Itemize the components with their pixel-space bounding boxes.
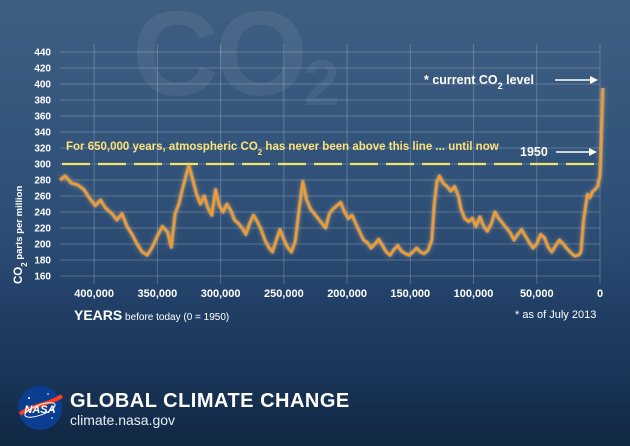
y-tick-label: 280 — [34, 176, 51, 187]
y-tick-label: 420 — [34, 64, 51, 75]
y-tick-label: 220 — [34, 224, 51, 235]
x-tick-label: 350,000 — [137, 288, 177, 300]
current-level-label-part: * current CO — [424, 73, 498, 87]
y-tick-label: 440 — [34, 48, 51, 59]
watermark-sub: 2 — [304, 47, 340, 119]
nasa-meatball-icon: NASA — [18, 386, 64, 430]
x-tick-label: 250,000 — [264, 288, 304, 300]
data-date-note: * as of July 2013 — [515, 309, 596, 321]
threshold-text-part: 2 — [258, 148, 263, 157]
year-1950-arrowhead — [589, 148, 597, 156]
y-axis-title-part: CO — [13, 267, 25, 284]
x-axis-title: YEARS before today (0 = 1950) — [74, 307, 229, 323]
x-axis-title-main: YEARS — [74, 307, 122, 323]
current-level-label: * current CO2 level — [424, 73, 534, 91]
current-level-label-part: level — [503, 73, 534, 87]
y-tick-label: 160 — [34, 272, 51, 283]
threshold-text-part: For 650,000 years, atmospheric CO — [66, 141, 258, 153]
y-tick-label: 400 — [34, 80, 51, 91]
threshold-text: For 650,000 years, atmospheric CO2 has n… — [66, 141, 499, 157]
y-axis-title: CO2 parts per million — [13, 186, 29, 284]
x-axis-title-sub: before today (0 = 1950) — [122, 312, 229, 323]
y-axis-title-part: parts per million — [14, 186, 25, 263]
x-tick-label: 50,000 — [520, 288, 554, 300]
y-axis-title-part: 2 — [20, 262, 29, 267]
y-tick-label: 240 — [34, 208, 51, 219]
x-tick-label: 400,000 — [74, 288, 114, 300]
x-tick-label: 0 — [597, 288, 603, 300]
org-url[interactable]: climate.nasa.gov — [70, 412, 176, 428]
y-tick-label: 340 — [34, 128, 51, 139]
current-level-arrowhead — [590, 76, 598, 84]
y-tick-label: 180 — [34, 256, 51, 267]
y-tick-label: 360 — [34, 112, 51, 123]
y-tick-label: 380 — [34, 96, 51, 107]
y-tick-label: 320 — [34, 144, 51, 155]
x-tick-label: 100,000 — [454, 288, 494, 300]
org-title: GLOBAL CLIMATE CHANGE — [70, 390, 350, 412]
current-level-label-part: 2 — [498, 81, 503, 91]
threshold-text-part: has never been above this line ... until… — [262, 141, 498, 153]
footer-band — [0, 366, 630, 446]
nasa-logo-text: NASA — [24, 404, 55, 416]
y-tick-label: 300 — [34, 160, 51, 171]
y-tick-label: 200 — [34, 240, 51, 251]
watermark-main: CO — [132, 0, 308, 121]
co2-series-line — [59, 87, 604, 258]
co2-watermark: CO2 — [132, 0, 340, 115]
x-tick-label: 200,000 — [327, 288, 367, 300]
year-1950-label: 1950 — [520, 145, 548, 159]
x-tick-label: 300,000 — [201, 288, 241, 300]
y-tick-label: 260 — [34, 192, 51, 203]
x-tick-label: 150,000 — [390, 288, 430, 300]
